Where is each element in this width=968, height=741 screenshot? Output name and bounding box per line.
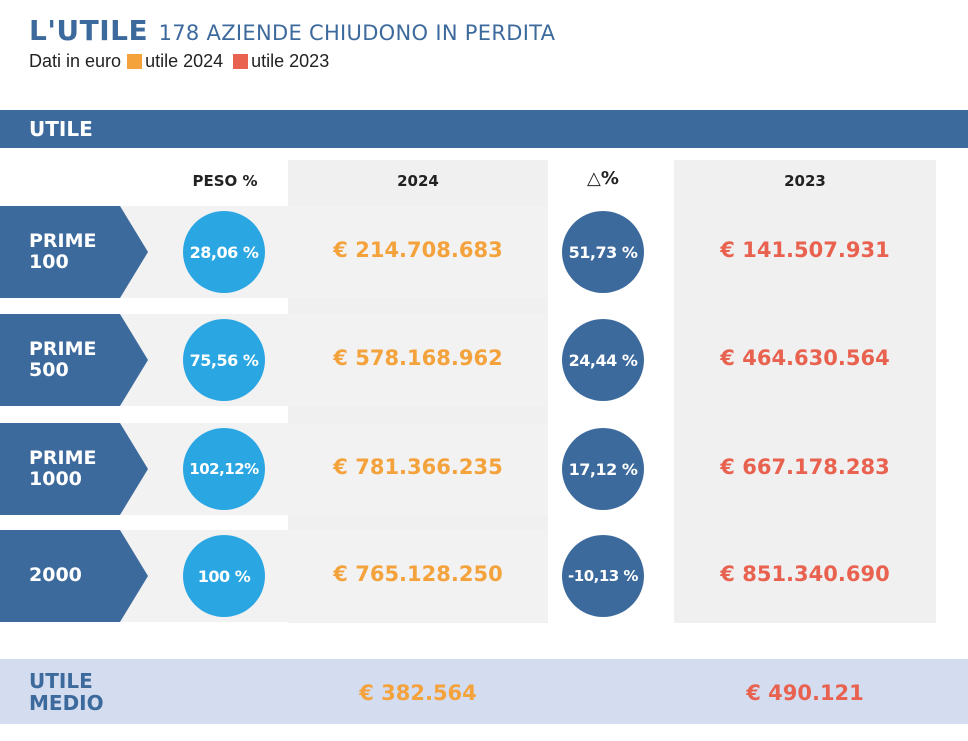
column-bg-2023	[674, 160, 936, 623]
footer-value-2024: € 382.564	[359, 681, 477, 705]
footer-label-line2: MEDIO	[29, 691, 104, 715]
value-2023: € 141.507.931	[720, 238, 890, 262]
row-label-line1: PRIME	[29, 338, 97, 360]
value-2024: € 765.128.250	[333, 562, 503, 586]
page-title: L'UTILE	[29, 14, 149, 47]
footer-label-line1: UTILE	[29, 669, 93, 693]
row-label-line1: 2000	[29, 564, 82, 586]
row-label-line2: 500	[29, 359, 69, 381]
row-label: PRIME 1000	[29, 448, 97, 490]
row-label: 2000	[29, 565, 82, 586]
peso-circle: 75,56 %	[183, 319, 265, 401]
row-label-arrow	[0, 206, 148, 298]
section-band-label: UTILE	[29, 117, 93, 141]
delta-circle: 17,12 %	[562, 428, 644, 510]
row-label: PRIME 100	[29, 231, 97, 273]
value-2024: € 578.168.962	[333, 346, 503, 370]
legend-prefix: Dati in euro	[29, 51, 122, 71]
peso-circle: 28,06 %	[183, 211, 265, 293]
legend-swatch-2023	[233, 54, 249, 69]
row-label: PRIME 500	[29, 339, 97, 381]
legend-swatch-2024	[127, 54, 143, 69]
legend: Dati in euro utile 2024 utile 2023	[29, 51, 329, 72]
row-label-line1: PRIME	[29, 447, 97, 469]
row-label-arrow	[0, 530, 148, 622]
delta-circle: 51,73 %	[562, 211, 644, 293]
section-band: UTILE	[0, 110, 968, 148]
row-label-arrow	[0, 423, 148, 515]
page-subtitle: 178 AZIENDE CHIUDONO IN PERDITA	[158, 21, 556, 45]
value-2023: € 667.178.283	[720, 455, 890, 479]
header-peso: PESO %	[192, 172, 258, 190]
row-label-arrow	[0, 314, 148, 406]
row-label-line1: PRIME	[29, 230, 97, 252]
peso-circle: 102,12%	[183, 428, 265, 510]
value-2024: € 781.366.235	[333, 455, 503, 479]
delta-circle: 24,44 %	[562, 319, 644, 401]
row-label-line2: 100	[29, 251, 69, 273]
legend-label-2023: utile 2023	[251, 51, 330, 71]
delta-circle: -10,13 %	[562, 535, 644, 617]
header-2023: 2023	[784, 172, 826, 190]
value-2024: € 214.708.683	[333, 238, 503, 262]
footer-band	[0, 659, 968, 724]
peso-circle: 100 %	[183, 535, 265, 617]
footer-label: UTILE MEDIO	[29, 670, 104, 714]
header-delta: △%	[587, 168, 619, 189]
footer-value-2023: € 490.121	[746, 681, 864, 705]
row-label-line2: 1000	[29, 468, 82, 490]
legend-label-2024: utile 2024	[145, 51, 224, 71]
value-2023: € 851.340.690	[720, 562, 890, 586]
title-row: L'UTILE 178 AZIENDE CHIUDONO IN PERDITA	[29, 14, 555, 47]
value-2023: € 464.630.564	[720, 346, 890, 370]
header-2024: 2024	[397, 172, 439, 190]
